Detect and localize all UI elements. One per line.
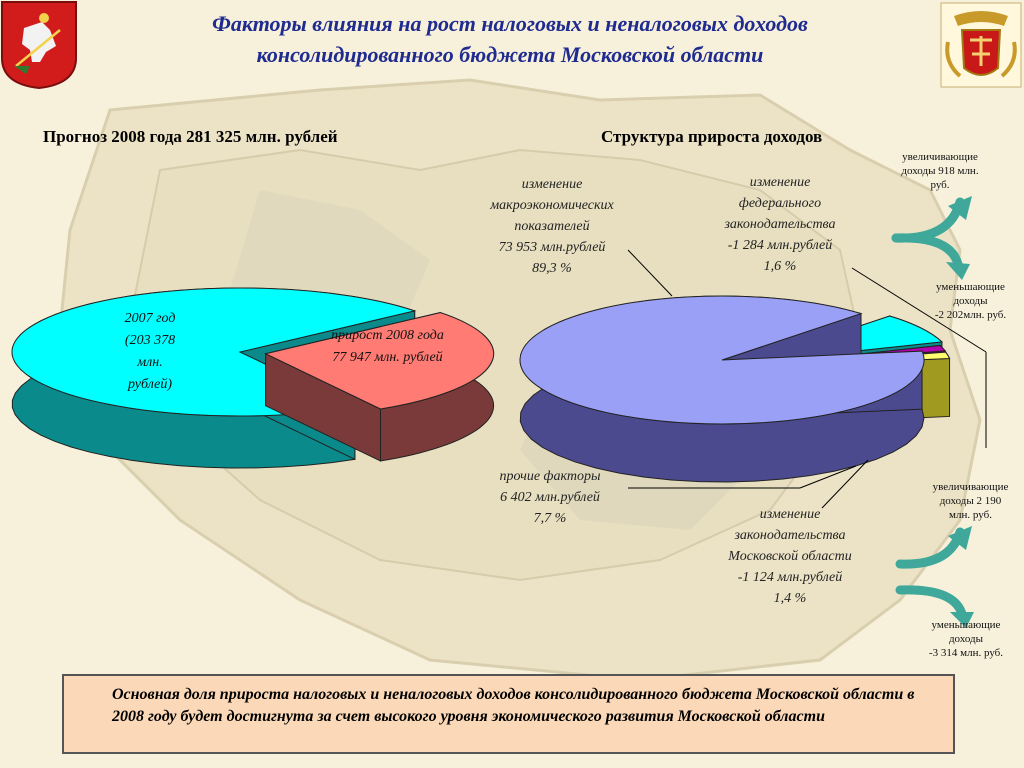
label-federal: изменение федерального законодательства …	[724, 175, 836, 274]
moscow-oblast-coat-of-arms-icon	[0, 1, 77, 90]
note-federal-increase: увеличивающие доходы 918 млн. руб.	[901, 151, 979, 191]
pie-right-slice-macro	[519, 295, 925, 425]
label-regional: изменение законодательства Московской об…	[728, 507, 852, 606]
arrow-reg-down-head-icon	[950, 612, 974, 628]
page-title: Факторы влияния на рост налоговых и нена…	[110, 8, 910, 70]
right-chart-heading: Структура прироста доходов	[601, 127, 823, 146]
note-regional-decrease: уменьшающие доходы -3 314 млн. руб.	[928, 619, 1004, 659]
slice-label-2007: 2007 год (203 378 млн. рублей)	[124, 311, 176, 392]
arrow-reg-up-head-icon	[948, 526, 972, 550]
conclusion-box: Основная доля прироста налоговых и ненал…	[62, 674, 955, 754]
label-other-factors: прочие факторы 6 402 млн.рублей 7,7 %	[499, 469, 601, 526]
note-regional-increase: увеличивающие доходы 2 190 млн. руб.	[932, 481, 1009, 521]
arrow-fed-up-head-icon	[948, 196, 972, 220]
conclusion-text: Основная доля прироста налоговых и ненал…	[112, 686, 915, 725]
pie-left-slice-growth	[264, 312, 495, 410]
leader-federal	[851, 267, 987, 353]
title-line-1: Факторы влияния на рост налоговых и нена…	[212, 11, 808, 36]
title-line-2: консолидированного бюджета Московской об…	[256, 42, 764, 67]
left-chart-heading: Прогноз 2008 года 281 325 млн. рублей	[43, 127, 338, 146]
leader-regional	[821, 459, 869, 509]
label-macro: изменение макроэкономических показателей…	[490, 177, 614, 276]
arrow-fed-down-head-icon	[946, 262, 970, 280]
slice-label-growth-2008: прирост 2008 года 77 947 млн. рублей	[331, 328, 444, 365]
leader-other-end	[799, 465, 857, 489]
note-federal-decrease: уменьшающие доходы -2 202млн. руб.	[934, 281, 1007, 321]
pie-left-slice-2007	[11, 287, 417, 417]
tax-police-emblem-icon	[940, 2, 1022, 88]
arrow-reg-down-icon	[895, 585, 967, 619]
leader-macro	[627, 249, 673, 297]
arrow-fed-down-icon	[891, 233, 963, 269]
